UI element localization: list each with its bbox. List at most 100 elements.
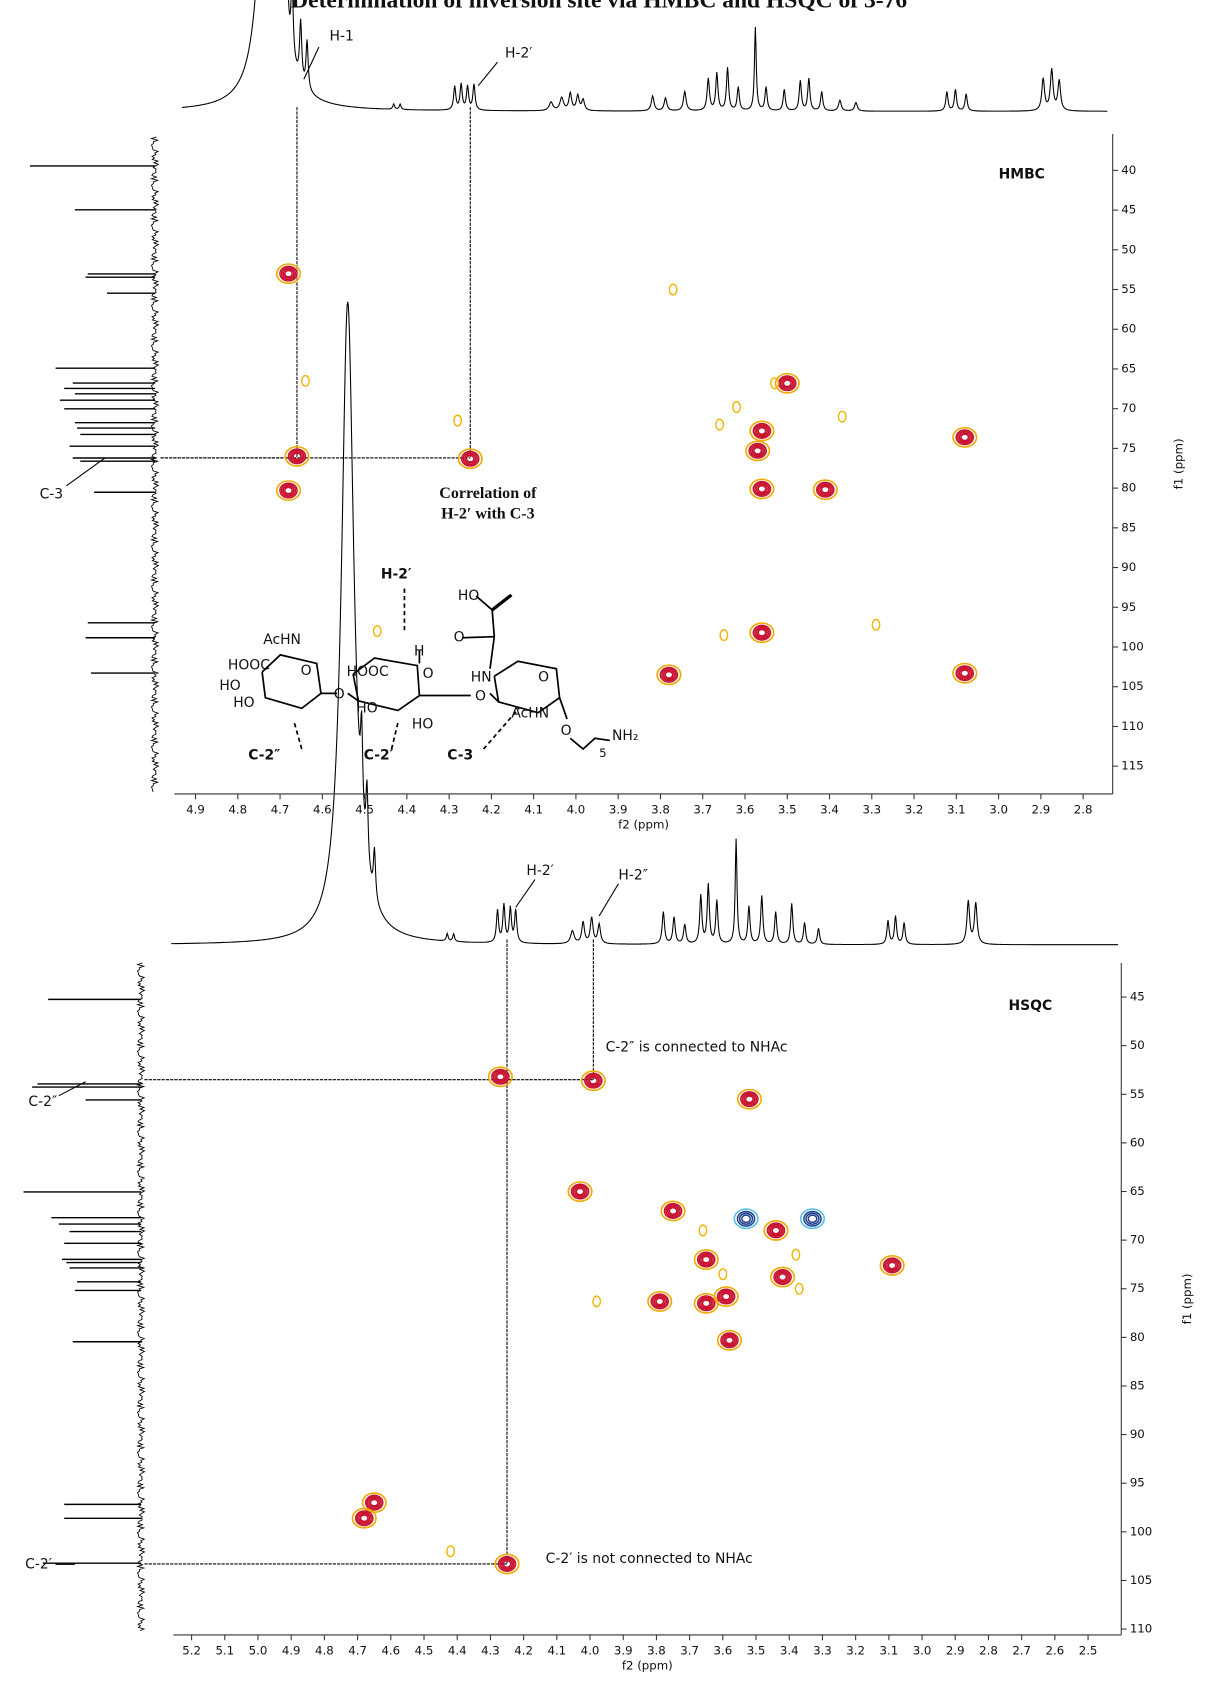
x-tick-label: 4.6 bbox=[313, 803, 332, 817]
contour bbox=[887, 1261, 897, 1270]
y-tick-label: 60 bbox=[1130, 1135, 1145, 1149]
x-tick-label: 3.3 bbox=[862, 803, 881, 817]
contour bbox=[886, 1260, 899, 1271]
cross-peak bbox=[952, 662, 978, 684]
contour bbox=[952, 426, 978, 448]
cross-peak bbox=[733, 1208, 759, 1230]
contour bbox=[366, 1496, 382, 1510]
contour bbox=[768, 1223, 784, 1238]
y-tick-label: 90 bbox=[1121, 560, 1136, 574]
x-tick-label: 3.8 bbox=[647, 1643, 666, 1657]
y-tick-label: 100 bbox=[1121, 639, 1143, 653]
annotation: C-3 bbox=[40, 486, 64, 502]
arrow bbox=[390, 722, 399, 750]
contour bbox=[280, 266, 297, 281]
x-tick-label: 3.0 bbox=[989, 803, 1008, 817]
cross-peak bbox=[770, 1266, 796, 1288]
structure-label: O bbox=[561, 723, 572, 739]
contour bbox=[757, 426, 767, 435]
cross-peak bbox=[361, 1492, 387, 1514]
contour bbox=[882, 1257, 902, 1274]
contour bbox=[955, 665, 975, 682]
cross-peak bbox=[300, 374, 310, 387]
contour bbox=[820, 485, 830, 494]
structure-label: HOOC bbox=[228, 658, 270, 674]
contour bbox=[799, 1208, 826, 1230]
cross-peak bbox=[580, 1070, 606, 1092]
contour bbox=[958, 667, 971, 679]
cross-peak bbox=[719, 629, 729, 642]
contour bbox=[753, 446, 763, 455]
contour bbox=[749, 622, 775, 644]
contour bbox=[807, 1214, 818, 1224]
annotation: C-2′ bbox=[25, 1556, 52, 1572]
contour bbox=[752, 422, 772, 439]
contour bbox=[502, 1559, 512, 1568]
contour bbox=[794, 1282, 804, 1295]
x-tick-label: 4.0 bbox=[581, 1643, 600, 1657]
arrow bbox=[293, 722, 303, 750]
x-tick-label: 3.7 bbox=[693, 803, 712, 817]
bond bbox=[475, 595, 493, 611]
bond bbox=[491, 609, 496, 637]
x-tick-label: 3.5 bbox=[778, 803, 797, 817]
contour bbox=[755, 627, 768, 638]
contour bbox=[464, 453, 477, 465]
x-tick-label: 5.2 bbox=[182, 1643, 201, 1657]
cross-peak bbox=[693, 1292, 719, 1314]
x-tick-label: 4.4 bbox=[448, 1643, 467, 1657]
bond bbox=[491, 593, 513, 612]
contour bbox=[446, 1545, 456, 1558]
annotation: H-2″ bbox=[618, 867, 647, 883]
leader bbox=[303, 46, 320, 80]
x-tick-label: 4.9 bbox=[186, 803, 205, 817]
y-tick-label: 85 bbox=[1121, 520, 1136, 534]
x-tick-label: 5.1 bbox=[215, 1643, 234, 1657]
cross-peak bbox=[763, 1219, 789, 1241]
structure-label: AcHN bbox=[263, 632, 301, 648]
y-tick-label: 75 bbox=[1130, 1281, 1145, 1295]
contour bbox=[955, 429, 975, 446]
contour bbox=[693, 1249, 719, 1271]
x-axis-title: f2 (ppm) bbox=[618, 817, 669, 831]
leader bbox=[598, 883, 619, 917]
cross-peak bbox=[660, 1200, 686, 1222]
contour bbox=[743, 1093, 756, 1105]
cross-peak bbox=[770, 377, 780, 390]
contour bbox=[749, 420, 775, 442]
contour bbox=[282, 268, 295, 279]
x-tick-label: 4.7 bbox=[348, 1643, 367, 1657]
x-tick-label: 3.8 bbox=[651, 803, 670, 817]
contour bbox=[300, 374, 310, 387]
contour bbox=[359, 1514, 369, 1523]
x-tick-label: 4.6 bbox=[381, 1643, 400, 1657]
contour bbox=[803, 1210, 822, 1227]
y-tick-label: 40 bbox=[1121, 163, 1136, 177]
cross-peak bbox=[952, 426, 978, 448]
x-tick-label: 4.9 bbox=[282, 1643, 301, 1657]
cross-peak bbox=[879, 1254, 905, 1276]
contour bbox=[745, 440, 771, 462]
x-tick-label: 3.1 bbox=[880, 1643, 899, 1657]
x-tick-label: 4.2 bbox=[482, 803, 501, 817]
leader bbox=[66, 457, 106, 487]
y-axis-title: f1 (ppm) bbox=[1172, 438, 1186, 489]
cross-peak bbox=[713, 1286, 739, 1307]
contour bbox=[372, 625, 382, 638]
contour bbox=[696, 1295, 716, 1312]
contour bbox=[812, 479, 838, 501]
structure-label: HO bbox=[412, 716, 433, 732]
contour bbox=[492, 1070, 509, 1084]
x-tick-label: 3.5 bbox=[747, 1643, 766, 1657]
cross-peak bbox=[715, 418, 725, 431]
contour bbox=[960, 669, 970, 678]
structure-label: O bbox=[423, 666, 434, 682]
contour bbox=[770, 377, 780, 390]
contour bbox=[718, 1268, 728, 1281]
contour bbox=[580, 1070, 606, 1092]
x-tick-label: 3.3 bbox=[813, 1643, 832, 1657]
contour bbox=[668, 283, 678, 296]
x-tick-label: 3.4 bbox=[780, 1643, 799, 1657]
contour bbox=[584, 1072, 603, 1089]
